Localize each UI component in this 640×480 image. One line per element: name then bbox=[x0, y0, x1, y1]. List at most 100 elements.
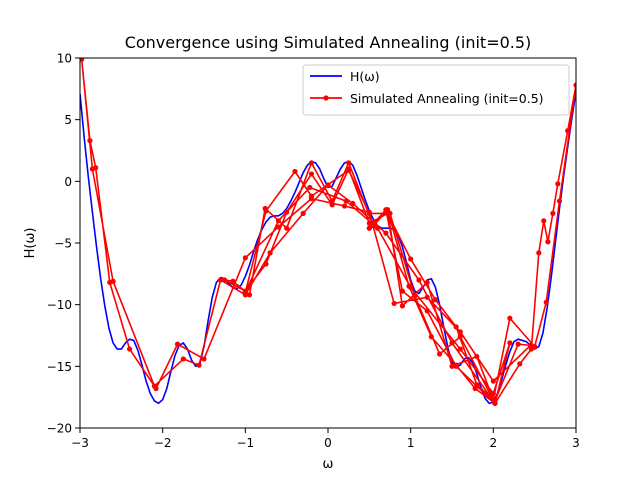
annealing-point bbox=[517, 361, 523, 367]
x-tick-label: 2 bbox=[490, 436, 498, 450]
annealing-point bbox=[437, 351, 443, 357]
annealing-point bbox=[366, 225, 372, 231]
annealing-point bbox=[383, 207, 389, 213]
annealing-point bbox=[230, 278, 236, 284]
annealing-point bbox=[292, 168, 298, 175]
annealing-point bbox=[308, 171, 315, 177]
y-tick-label: 5 bbox=[64, 113, 72, 127]
y-tick-label: −5 bbox=[54, 237, 72, 251]
annealing-point bbox=[449, 363, 455, 369]
annealing-point bbox=[242, 255, 248, 261]
annealing-point bbox=[556, 198, 563, 204]
annealing-point bbox=[174, 341, 181, 347]
annealing-point bbox=[424, 279, 430, 286]
annealing-point bbox=[375, 225, 381, 231]
x-tick-label: −3 bbox=[71, 436, 89, 450]
annealing-point bbox=[341, 203, 348, 209]
annealing-point bbox=[490, 378, 496, 384]
annealing-point bbox=[565, 128, 571, 134]
legend: H(ω) Simulated Annealing (init=0.5) bbox=[302, 64, 570, 116]
y-tick-label: −15 bbox=[47, 360, 72, 374]
y-tick-label: 0 bbox=[64, 175, 72, 189]
annealing-point bbox=[507, 340, 513, 346]
annealing-point bbox=[515, 341, 521, 347]
annealing-point bbox=[573, 82, 576, 88]
annealing-point bbox=[492, 400, 498, 406]
x-tick-label: 1 bbox=[407, 436, 415, 450]
annealing-point bbox=[275, 224, 281, 230]
x-tick-label: −2 bbox=[154, 436, 172, 450]
annealing-point bbox=[432, 297, 439, 303]
annealing-point bbox=[383, 230, 389, 236]
annealing-point bbox=[453, 363, 459, 369]
annealing-point bbox=[399, 303, 405, 309]
annealing-point bbox=[329, 202, 335, 208]
annealing-point bbox=[550, 210, 556, 216]
annealing-point bbox=[457, 334, 463, 340]
x-tick-label: −1 bbox=[236, 436, 254, 450]
legend-marker-simulated-annealing bbox=[323, 95, 329, 101]
annealing-point bbox=[325, 182, 331, 188]
annealing-point bbox=[399, 288, 405, 294]
annealing-point bbox=[453, 324, 459, 330]
annealing-point bbox=[180, 356, 186, 362]
annealing-point bbox=[408, 284, 414, 290]
annealing-point bbox=[457, 329, 463, 335]
annealing-point bbox=[424, 294, 430, 300]
annealing-point bbox=[263, 261, 269, 267]
annealing-point bbox=[246, 292, 253, 298]
annealing-point bbox=[201, 356, 207, 362]
annealing-point bbox=[428, 334, 434, 340]
annealing-point bbox=[555, 181, 561, 187]
annealing-point bbox=[527, 342, 534, 348]
y-tick-label: −10 bbox=[47, 298, 72, 312]
annealing-point bbox=[275, 218, 281, 224]
annealing-point bbox=[80, 58, 85, 62]
annealing-point bbox=[307, 184, 313, 191]
annealing-point bbox=[346, 167, 352, 173]
y-tick-label: 10 bbox=[57, 52, 72, 66]
annealing-point bbox=[541, 218, 547, 224]
annealing-point bbox=[474, 382, 480, 388]
y-axis-label: H(ω) bbox=[23, 228, 38, 259]
annealing-point bbox=[490, 390, 496, 397]
annealing-point bbox=[110, 278, 116, 284]
annealing-point bbox=[457, 346, 463, 352]
annealing-point bbox=[391, 300, 397, 307]
annealing-point bbox=[242, 289, 248, 295]
annealing-point bbox=[284, 225, 290, 231]
legend-box bbox=[302, 64, 570, 116]
annealing-point bbox=[387, 210, 393, 216]
x-axis: −3 −2 −1 0 1 2 3 bbox=[71, 428, 580, 450]
annealing-point bbox=[536, 250, 542, 256]
annealing-point bbox=[329, 198, 335, 204]
x-tick-label: 0 bbox=[324, 436, 332, 450]
annealing-point bbox=[151, 383, 157, 389]
annealing-point bbox=[350, 200, 356, 207]
annealing-point bbox=[300, 210, 306, 216]
series-line-simulated-annealing bbox=[80, 58, 576, 405]
annealing-point bbox=[222, 277, 228, 283]
annealing-point bbox=[366, 220, 372, 226]
annealing-point bbox=[217, 277, 224, 283]
annealing-point bbox=[343, 198, 349, 204]
x-tick-label: 3 bbox=[572, 436, 580, 450]
annealing-point bbox=[412, 293, 418, 299]
annealing-point bbox=[89, 166, 95, 172]
annealing-point bbox=[284, 209, 290, 215]
annealing-point bbox=[366, 210, 372, 216]
annealing-point bbox=[424, 308, 430, 314]
annealing-point bbox=[416, 277, 422, 283]
annealing-point bbox=[346, 160, 352, 166]
annealing-point bbox=[543, 299, 549, 305]
annealing-point bbox=[507, 315, 513, 321]
annealing-point bbox=[87, 138, 93, 144]
x-axis-label: ω bbox=[323, 457, 334, 472]
annealing-point bbox=[308, 160, 315, 166]
annealing-point bbox=[449, 340, 455, 346]
annealing-point bbox=[267, 250, 273, 256]
annealing-point bbox=[263, 208, 269, 214]
annealing-point bbox=[474, 353, 480, 360]
plot-area bbox=[80, 58, 576, 406]
